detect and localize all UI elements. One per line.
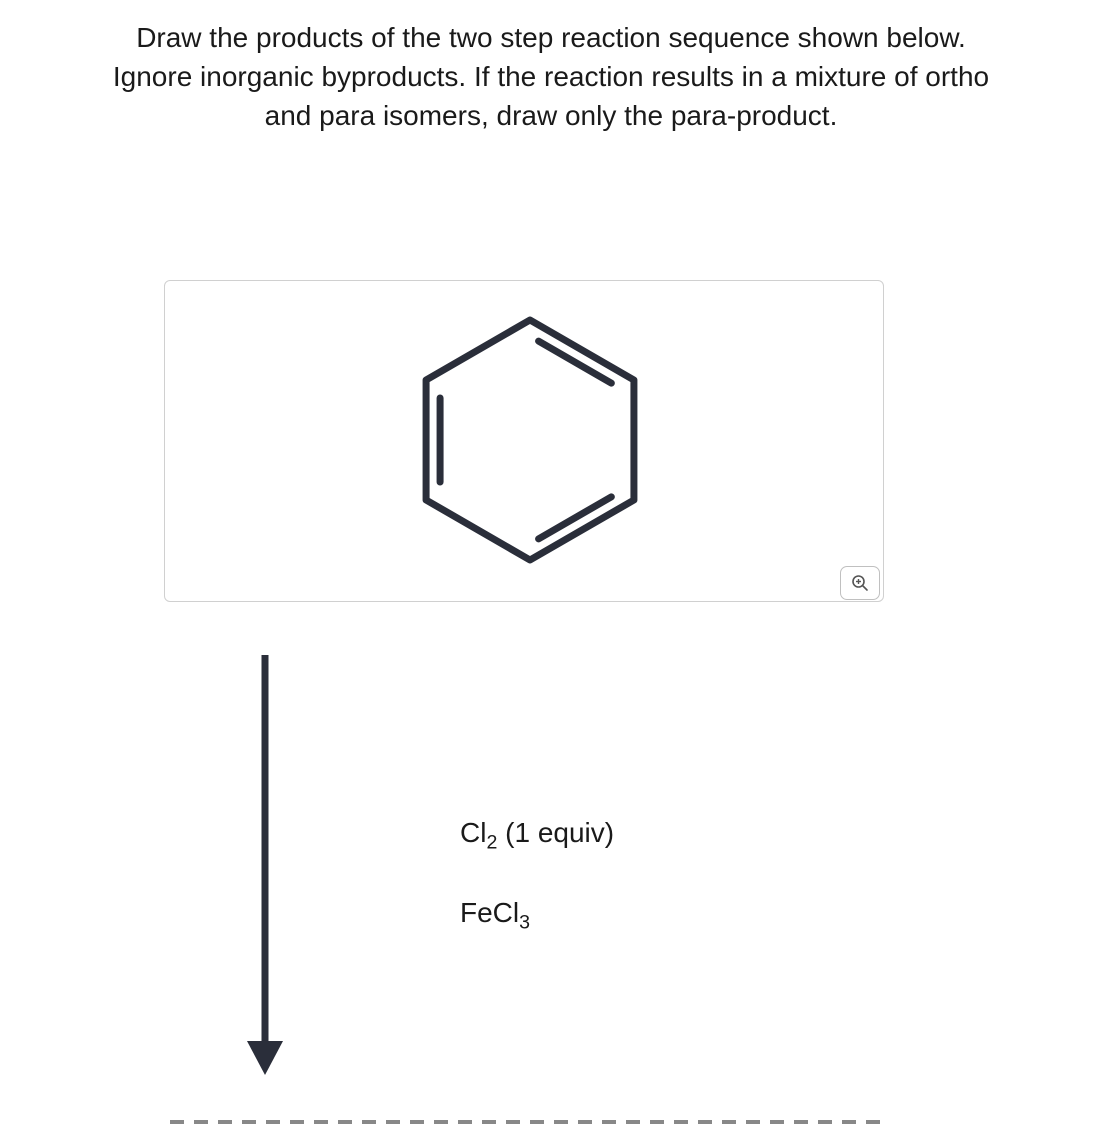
reagent-2-sub: 3 [519,912,530,934]
reagent-2: FeCl3 [460,895,530,936]
reagent-1-suffix: (1 equiv) [497,817,614,848]
reaction-arrow [240,650,290,1080]
reagent-1: Cl2 (1 equiv) [460,815,614,856]
zoom-icon [851,574,869,592]
question-line-2: Ignore inorganic byproducts. If the reac… [20,57,1082,96]
question-text: Draw the products of the two step reacti… [0,0,1102,136]
question-line-1: Draw the products of the two step reacti… [20,18,1082,57]
benzene-structure [400,300,660,580]
question-line-3: and para isomers, draw only the para-pro… [20,96,1082,135]
reagent-1-prefix: Cl [460,817,486,848]
reagent-2-prefix: FeCl [460,897,519,928]
divider-dashed [170,1120,890,1124]
reagent-1-sub: 2 [486,832,497,854]
zoom-button[interactable] [840,566,880,600]
